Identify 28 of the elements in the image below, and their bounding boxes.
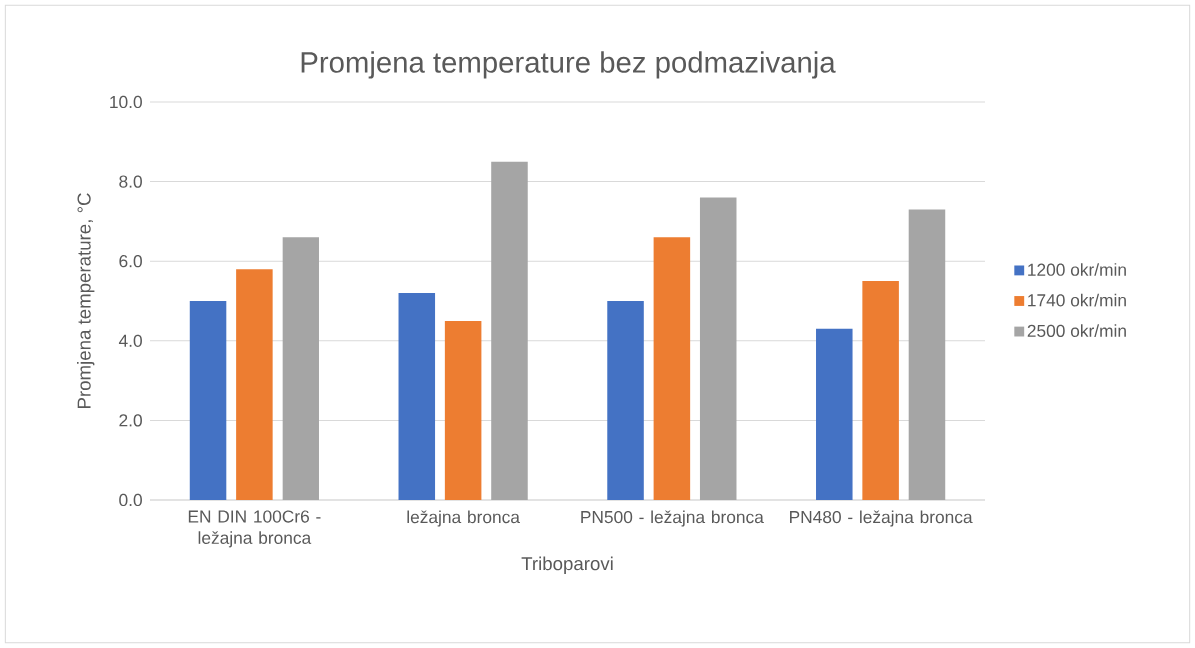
y-axis-title: Promjena temperature, °C [77, 193, 95, 408]
x-axis-title: Triboparovi [521, 556, 613, 574]
bar [398, 293, 436, 500]
x-tick-label: ležajna bronca [407, 510, 520, 527]
y-tick-label: 10.0 [110, 95, 142, 109]
y-tick-label: 0.0 [119, 493, 142, 507]
bar [607, 300, 644, 500]
chart-title: Promjena temperature bez podmazivanja [301, 51, 836, 79]
legend-label: 1740 okr/min [1028, 293, 1126, 307]
bar [862, 281, 899, 500]
bar [444, 320, 482, 500]
bar [816, 328, 853, 500]
legend-label: 1200 okr/min [1028, 263, 1126, 276]
y-tick-label: 4.0 [118, 334, 142, 347]
x-tick-label: EN DIN 100Cr6 - ležajna bronca [188, 510, 321, 548]
y-tick-label: 2.0 [119, 414, 142, 427]
bar [699, 197, 737, 500]
legend-label: 2500 okr/min [1027, 324, 1126, 337]
y-tick-label: 8.0 [119, 175, 142, 188]
bar [236, 269, 273, 500]
y-tick-label: 6.0 [119, 255, 142, 268]
bar [491, 161, 528, 500]
bar [908, 209, 946, 500]
x-tick-label: PN480 - ležajna bronca [790, 510, 973, 527]
x-tick-label: PN500 - ležajna bronca [581, 510, 764, 527]
bar [189, 300, 227, 500]
bar [282, 237, 319, 500]
bar [653, 237, 691, 500]
